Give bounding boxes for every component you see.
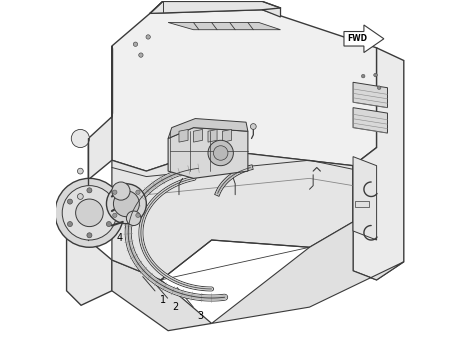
Polygon shape bbox=[112, 149, 353, 280]
Circle shape bbox=[136, 213, 140, 218]
Polygon shape bbox=[150, 1, 281, 17]
Circle shape bbox=[136, 190, 140, 194]
Circle shape bbox=[213, 146, 228, 160]
Text: FWD: FWD bbox=[347, 34, 367, 43]
Circle shape bbox=[76, 199, 103, 227]
Polygon shape bbox=[112, 260, 211, 331]
Circle shape bbox=[250, 124, 256, 130]
Polygon shape bbox=[208, 130, 217, 142]
Polygon shape bbox=[353, 108, 387, 133]
Polygon shape bbox=[344, 25, 384, 52]
Text: 3: 3 bbox=[177, 288, 204, 321]
Circle shape bbox=[113, 191, 139, 217]
Circle shape bbox=[208, 140, 233, 166]
Polygon shape bbox=[112, 10, 377, 171]
FancyBboxPatch shape bbox=[355, 201, 369, 207]
Circle shape bbox=[87, 233, 92, 238]
Circle shape bbox=[112, 182, 130, 200]
Circle shape bbox=[106, 199, 111, 204]
Circle shape bbox=[113, 213, 117, 218]
Text: 4: 4 bbox=[116, 219, 130, 243]
Polygon shape bbox=[353, 82, 387, 108]
Polygon shape bbox=[179, 130, 188, 142]
Text: 1: 1 bbox=[143, 277, 166, 305]
Polygon shape bbox=[168, 128, 248, 178]
Polygon shape bbox=[66, 46, 112, 305]
Circle shape bbox=[71, 130, 90, 147]
Polygon shape bbox=[353, 48, 404, 280]
Circle shape bbox=[77, 168, 83, 174]
Circle shape bbox=[133, 42, 137, 46]
Polygon shape bbox=[168, 119, 248, 138]
Circle shape bbox=[127, 211, 141, 226]
Text: 4: 4 bbox=[83, 187, 100, 203]
Polygon shape bbox=[193, 130, 202, 142]
Polygon shape bbox=[168, 23, 281, 30]
Polygon shape bbox=[211, 222, 404, 324]
Text: 2: 2 bbox=[154, 282, 179, 312]
Circle shape bbox=[87, 188, 92, 193]
Circle shape bbox=[62, 186, 117, 240]
Circle shape bbox=[107, 184, 146, 224]
Circle shape bbox=[113, 190, 117, 194]
Text: 5: 5 bbox=[73, 213, 88, 230]
Circle shape bbox=[67, 222, 73, 227]
Circle shape bbox=[361, 74, 365, 78]
Polygon shape bbox=[222, 130, 232, 142]
Circle shape bbox=[77, 194, 83, 199]
Polygon shape bbox=[353, 157, 377, 240]
Circle shape bbox=[146, 35, 150, 39]
Circle shape bbox=[374, 73, 377, 77]
Circle shape bbox=[55, 178, 124, 247]
Circle shape bbox=[106, 222, 111, 227]
Circle shape bbox=[67, 199, 73, 204]
Circle shape bbox=[377, 86, 381, 90]
Circle shape bbox=[139, 53, 143, 57]
